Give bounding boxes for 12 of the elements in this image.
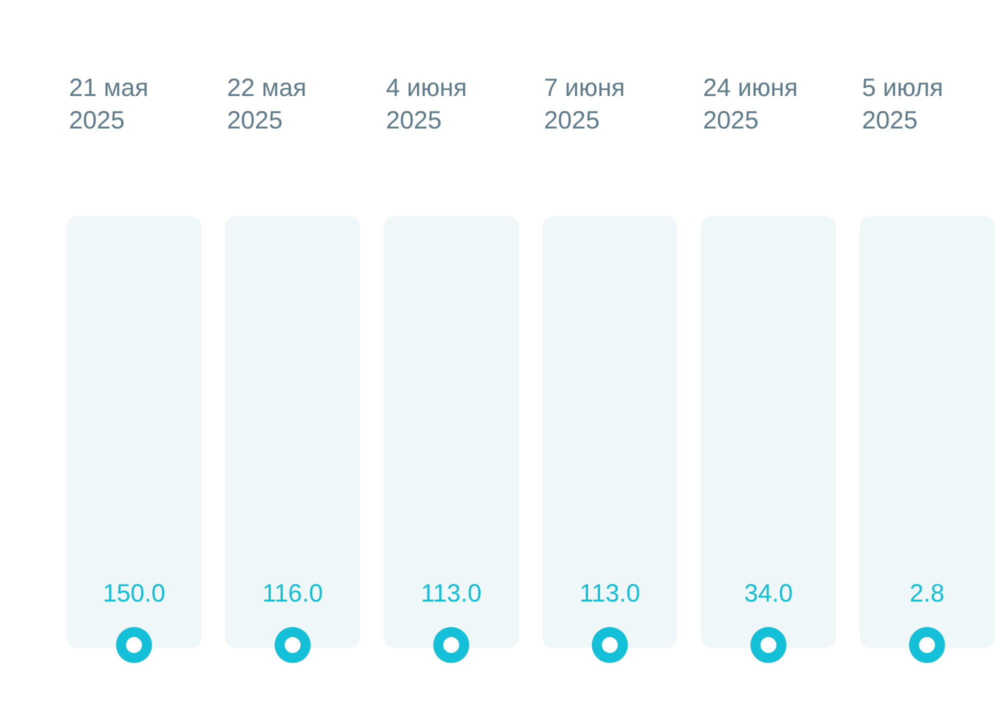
data-label: 2.8 <box>910 579 944 608</box>
category-label: 24 июня 2025 <box>703 74 798 134</box>
category-label: 5 июля 2025 <box>862 74 944 134</box>
category-label: 4 июня 2025 <box>386 74 467 134</box>
data-label: 34.0 <box>744 579 793 608</box>
category-label: 21 мая 2025 <box>69 74 148 134</box>
data-label: 113.0 <box>420 579 482 608</box>
data-label: 150.0 <box>102 579 166 608</box>
category-label: 7 июня 2025 <box>544 74 625 134</box>
category-label: 22 мая 2025 <box>227 74 306 134</box>
data-label: 113.0 <box>579 579 640 608</box>
data-label: 116.0 <box>262 579 323 608</box>
